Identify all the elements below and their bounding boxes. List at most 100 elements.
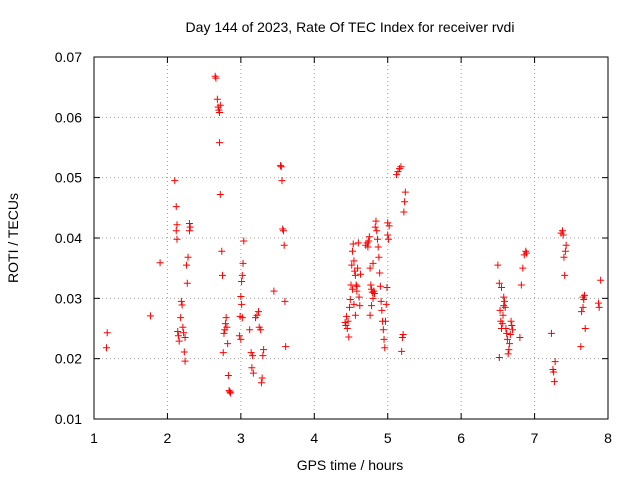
data-point bbox=[348, 261, 356, 269]
data-point bbox=[503, 335, 511, 343]
data-point bbox=[495, 353, 503, 361]
x-tick-label: 3 bbox=[237, 430, 245, 446]
data-point bbox=[375, 253, 383, 261]
data-point bbox=[247, 349, 255, 357]
data-point bbox=[350, 257, 358, 265]
data-point bbox=[102, 344, 110, 352]
x-tick-label: 8 bbox=[604, 430, 612, 446]
data-point bbox=[370, 290, 378, 298]
data-point bbox=[257, 379, 265, 387]
data-point bbox=[220, 329, 228, 337]
data-point bbox=[277, 162, 285, 170]
data-point bbox=[501, 303, 509, 311]
data-point bbox=[147, 312, 155, 320]
data-point bbox=[561, 271, 569, 279]
data-point bbox=[384, 231, 392, 239]
y-tick-label: 0.04 bbox=[55, 230, 82, 246]
data-point bbox=[516, 334, 524, 342]
data-point bbox=[341, 318, 349, 326]
data-point bbox=[499, 311, 507, 319]
data-point bbox=[348, 285, 356, 293]
data-point bbox=[260, 346, 268, 354]
data-point bbox=[103, 329, 111, 337]
data-point bbox=[343, 312, 351, 320]
data-point bbox=[238, 277, 246, 285]
data-point bbox=[172, 227, 180, 235]
data-point bbox=[503, 329, 511, 337]
data-point bbox=[364, 243, 372, 251]
data-point bbox=[248, 364, 256, 372]
data-point bbox=[579, 293, 587, 301]
data-point bbox=[350, 300, 358, 308]
data-point bbox=[238, 300, 246, 308]
data-point bbox=[500, 302, 508, 310]
data-point bbox=[249, 352, 257, 360]
data-point bbox=[235, 332, 243, 340]
x-tick-label: 7 bbox=[531, 430, 539, 446]
data-point bbox=[367, 281, 375, 289]
data-point bbox=[366, 264, 374, 272]
data-point bbox=[561, 247, 569, 255]
data-point bbox=[351, 311, 359, 319]
data-point bbox=[494, 261, 502, 269]
data-point bbox=[224, 340, 232, 348]
data-point bbox=[398, 347, 406, 355]
data-point bbox=[356, 302, 364, 310]
data-point bbox=[174, 328, 182, 336]
data-point bbox=[216, 191, 224, 199]
data-points bbox=[102, 72, 605, 397]
data-point bbox=[178, 301, 186, 309]
data-point bbox=[180, 329, 188, 337]
data-point bbox=[581, 325, 589, 332]
data-point bbox=[240, 237, 248, 245]
data-point bbox=[558, 227, 566, 235]
data-point bbox=[280, 241, 288, 249]
data-point bbox=[344, 317, 352, 325]
data-point bbox=[184, 253, 192, 261]
data-point bbox=[495, 279, 503, 287]
data-point bbox=[559, 231, 567, 239]
data-point bbox=[355, 293, 363, 301]
data-point bbox=[393, 171, 401, 179]
data-point bbox=[173, 221, 181, 229]
data-point bbox=[382, 300, 390, 308]
data-point bbox=[343, 325, 351, 332]
data-point bbox=[383, 283, 391, 291]
data-point bbox=[237, 335, 245, 343]
data-point bbox=[257, 326, 265, 334]
data-point bbox=[369, 294, 377, 302]
data-point bbox=[551, 358, 559, 366]
data-point bbox=[222, 314, 230, 322]
data-point bbox=[156, 259, 164, 267]
y-axis-label: ROTI / TECUs bbox=[5, 193, 21, 283]
data-point bbox=[581, 291, 589, 299]
data-point bbox=[505, 346, 513, 354]
data-point bbox=[397, 163, 405, 171]
data-point bbox=[507, 317, 515, 325]
data-point bbox=[279, 225, 287, 233]
data-point bbox=[354, 264, 362, 272]
y-tick-label: 0.05 bbox=[55, 170, 82, 186]
data-point bbox=[562, 241, 570, 249]
data-point bbox=[219, 349, 227, 357]
data-point bbox=[177, 297, 185, 305]
data-point bbox=[227, 389, 235, 397]
data-point bbox=[249, 369, 257, 377]
data-point bbox=[399, 331, 407, 339]
y-tick-label: 0.07 bbox=[55, 49, 82, 65]
data-point bbox=[181, 334, 189, 342]
data-point bbox=[171, 177, 179, 185]
data-point bbox=[547, 329, 555, 337]
data-point bbox=[506, 340, 514, 348]
data-point bbox=[496, 306, 504, 314]
data-point bbox=[177, 314, 185, 322]
data-point bbox=[237, 293, 245, 301]
chart-title: Day 144 of 2023, Rate Of TEC Index for r… bbox=[186, 19, 515, 35]
data-point bbox=[346, 296, 354, 304]
data-point bbox=[597, 276, 605, 284]
x-tick-label: 4 bbox=[310, 430, 318, 446]
data-point bbox=[371, 223, 379, 231]
data-point bbox=[381, 344, 389, 352]
data-point bbox=[238, 314, 246, 322]
data-point bbox=[351, 267, 359, 275]
